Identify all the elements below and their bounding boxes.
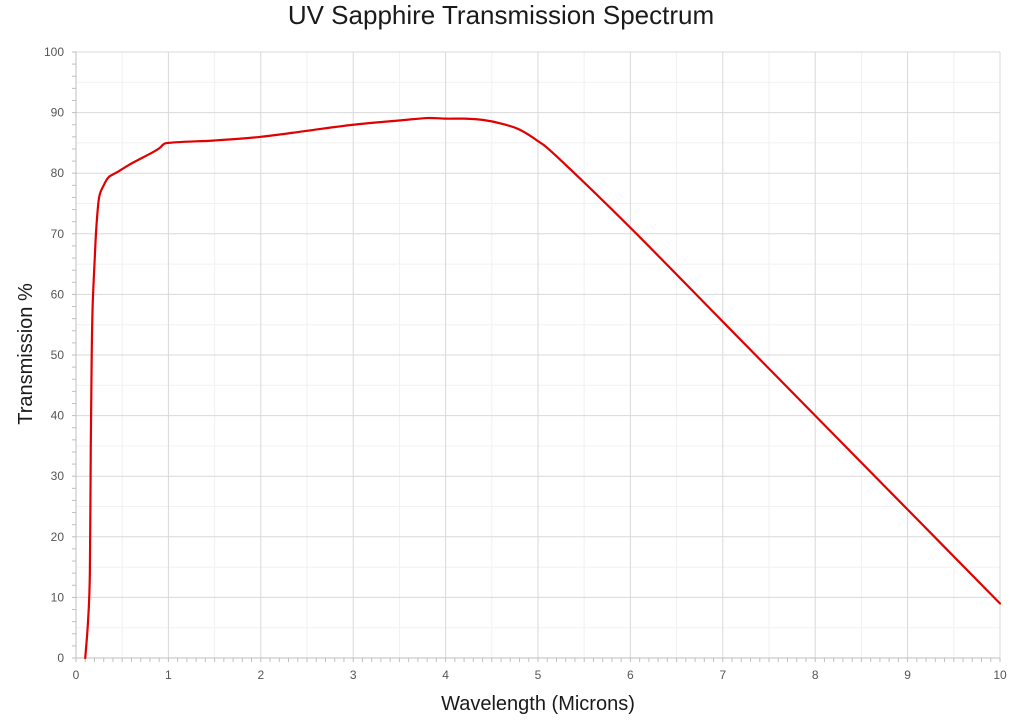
x-axis-label: Wavelength (Microns): [441, 693, 635, 715]
y-tick-label: 100: [44, 45, 64, 59]
x-tick-label: 8: [812, 668, 819, 682]
y-tick-label: 30: [51, 469, 65, 483]
y-axis-label: Transmission %: [15, 283, 37, 425]
series-layer: [84, 116, 1002, 660]
x-tick-label: 3: [350, 668, 357, 682]
x-tick-label: 9: [904, 668, 911, 682]
y-tick-label: 40: [51, 409, 65, 423]
series-line: [84, 116, 1002, 660]
chart-title: UV Sapphire Transmission Spectrum: [288, 0, 714, 30]
x-tick-label: 2: [257, 668, 264, 682]
y-tick-label: 90: [51, 106, 65, 120]
y-tick-label: 60: [51, 287, 65, 301]
x-tick-label: 0: [73, 668, 80, 682]
y-tick-label: 80: [51, 166, 65, 180]
y-tick-label: 10: [51, 590, 65, 604]
x-tick-label: 10: [993, 668, 1007, 682]
y-tick-label: 0: [57, 651, 64, 665]
x-tick-label: 4: [442, 668, 449, 682]
x-tick-label: 5: [535, 668, 542, 682]
y-tick-label: 50: [51, 348, 65, 362]
y-tick-label: 70: [51, 227, 65, 241]
x-tick-label: 7: [719, 668, 726, 682]
x-tick-label: 6: [627, 668, 634, 682]
grid: [76, 51, 1001, 658]
y-tick-label: 20: [51, 530, 65, 544]
axes: [72, 51, 1001, 662]
x-tick-label: 1: [165, 668, 172, 682]
